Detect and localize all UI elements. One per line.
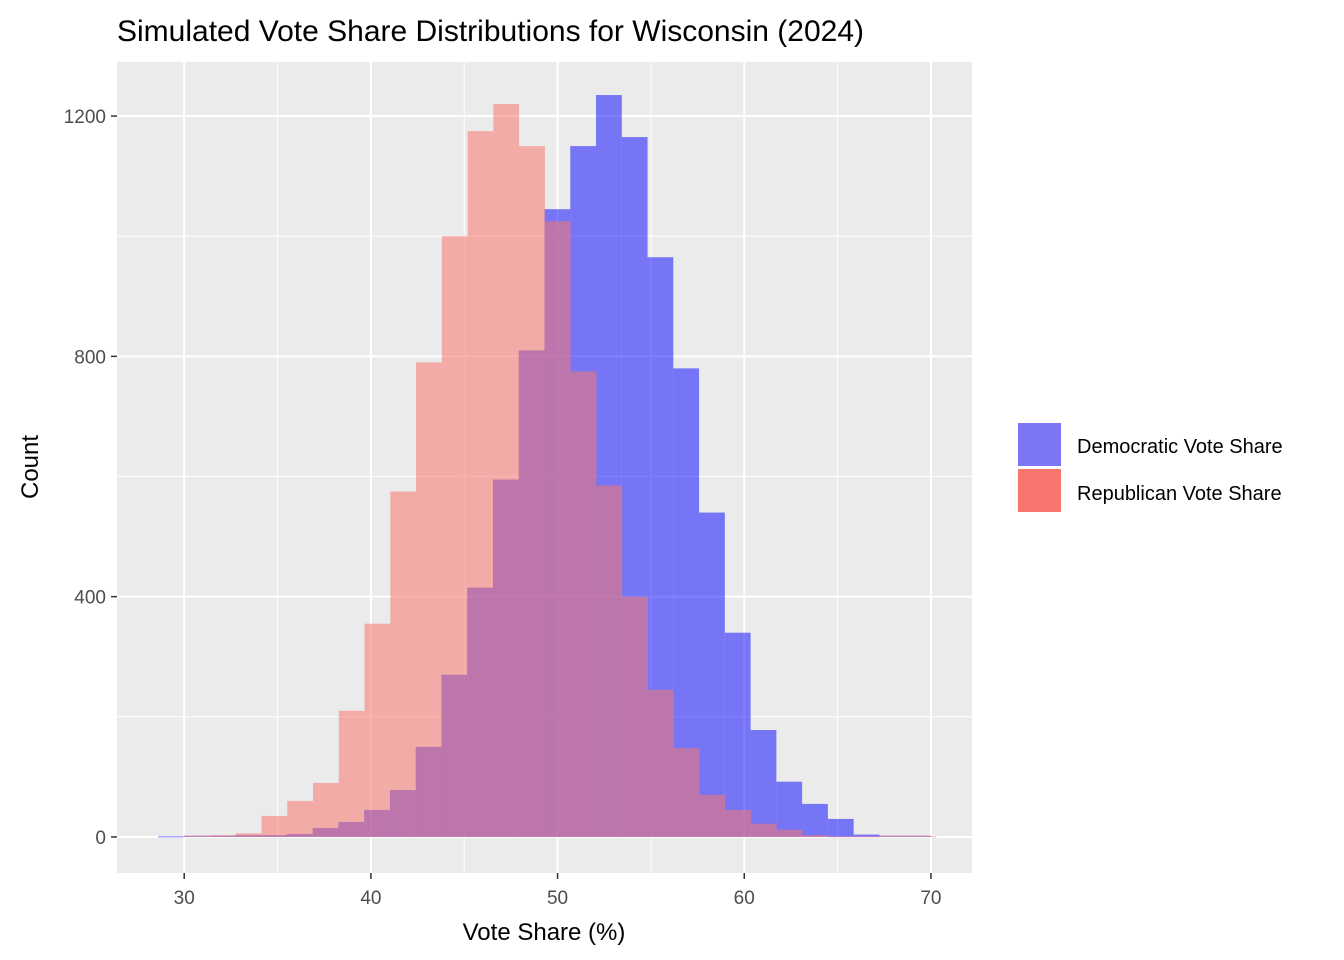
democratic-bar <box>699 512 725 837</box>
democratic-bar <box>158 836 184 838</box>
republican-bar <box>854 836 880 838</box>
x-tick-label: 70 <box>920 888 941 909</box>
democratic-bar <box>724 632 751 837</box>
republican-bar <box>209 835 236 837</box>
republican-bar <box>879 835 906 837</box>
republican-bar <box>493 104 520 837</box>
x-tick-label: 50 <box>547 888 568 909</box>
republican-bar <box>184 835 210 837</box>
democratic-bar <box>750 730 777 837</box>
republican-bar <box>828 836 855 838</box>
republican-bar <box>725 809 751 837</box>
republican-bar <box>338 710 365 837</box>
republican-bar <box>596 485 623 837</box>
republican-bar <box>287 800 314 837</box>
legend-label-republican: Republican Vote Share <box>1077 483 1282 505</box>
republican-bar <box>416 362 442 837</box>
x-axis: 30 40 50 60 70 <box>174 873 942 909</box>
republican-bar <box>776 829 803 837</box>
x-tick-label: 30 <box>174 888 195 909</box>
republican-bar <box>931 836 937 838</box>
republican-bars <box>184 104 937 838</box>
democratic-bar <box>776 781 803 837</box>
y-tick-label: 400 <box>74 588 106 609</box>
republican-bar <box>905 835 932 837</box>
republican-bar <box>261 815 288 837</box>
x-axis-title: Vote Share (%) <box>463 919 626 946</box>
republican-bar <box>467 131 494 837</box>
republican-bar <box>570 371 597 837</box>
republican-bar <box>313 782 339 837</box>
legend-label-democratic: Democratic Vote Share <box>1077 436 1283 458</box>
y-tick-label: 0 <box>95 828 106 849</box>
republican-bar <box>235 833 262 837</box>
republican-bar <box>673 748 700 837</box>
legend-key-republican <box>1018 469 1061 512</box>
legend: Democratic Vote Share Republican Vote Sh… <box>1018 423 1283 512</box>
republican-bar <box>699 794 726 837</box>
y-tick-label: 800 <box>74 347 106 368</box>
republican-bar <box>750 823 777 837</box>
chart-title: Simulated Vote Share Distributions for W… <box>117 15 864 48</box>
y-axis-title: Count <box>17 435 44 499</box>
democratic-bar <box>827 818 854 837</box>
republican-bar <box>544 221 571 837</box>
republican-bar <box>802 835 829 837</box>
republican-bar <box>364 623 391 837</box>
republican-bar <box>647 689 674 837</box>
democratic-bar <box>802 803 828 837</box>
y-axis: 0 400 800 1200 <box>64 107 117 849</box>
republican-bar <box>390 491 417 837</box>
x-tick-label: 60 <box>734 888 755 909</box>
x-tick-label: 40 <box>360 888 381 909</box>
legend-key-democratic <box>1018 423 1061 466</box>
republican-bar <box>622 596 648 837</box>
republican-bar <box>441 236 468 837</box>
republican-bar <box>519 146 545 837</box>
y-tick-label: 1200 <box>64 107 106 128</box>
democratic-bar <box>853 834 880 837</box>
